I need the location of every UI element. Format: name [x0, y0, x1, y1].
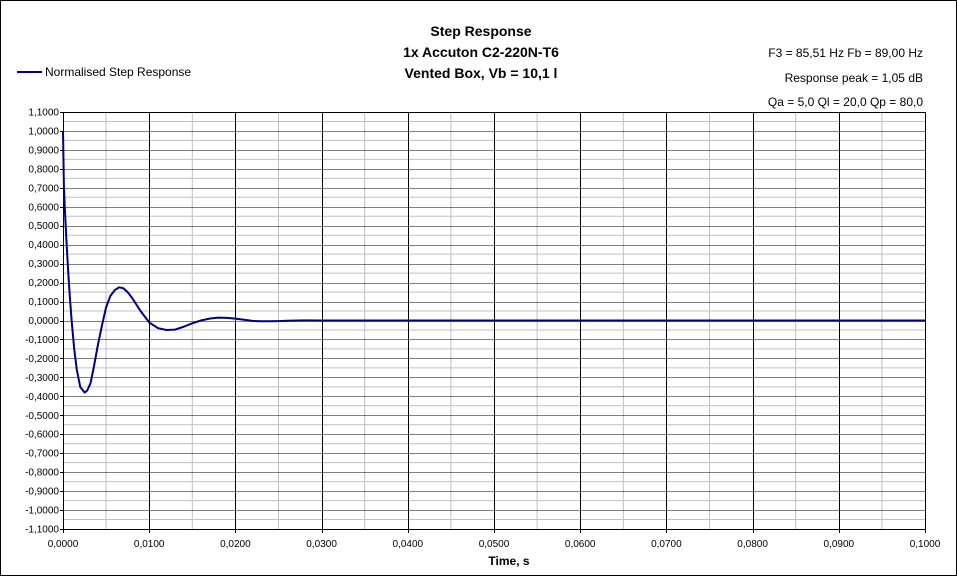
y-tick-label: 0,2000 [28, 278, 59, 289]
y-tick-label: 1,1000 [28, 108, 59, 119]
title-line-3: Vented Box, Vb = 10,1 l [404, 65, 558, 81]
x-tick-label: 0,0400 [393, 539, 424, 550]
x-tick-label: 0,0800 [737, 539, 768, 550]
x-tick-label: 0,0200 [220, 539, 251, 550]
x-tick-label: 0,0300 [306, 539, 337, 550]
y-tick-label: -0,2000 [25, 354, 59, 365]
x-tick-label: 0,0600 [565, 539, 596, 550]
legend: Normalised Step Response [17, 65, 191, 79]
title-line-1: Step Response [430, 23, 532, 39]
y-tick-label: 1,0000 [28, 126, 59, 137]
x-tick-label: 0,0900 [824, 539, 855, 550]
x-tick-label: 0,0500 [479, 539, 510, 550]
y-tick-label: 0,7000 [28, 183, 59, 194]
info-line-1: F3 = 85,51 Hz Fb = 89,00 Hz [768, 46, 923, 60]
title-line-2: 1x Accuton C2-220N-T6 [403, 44, 559, 60]
y-tick-label: -0,7000 [25, 449, 59, 460]
y-tick-label: -0,9000 [25, 487, 59, 498]
legend-line-swatch [17, 71, 42, 73]
y-tick-label: -0,4000 [25, 392, 59, 403]
y-tick-label: -0,1000 [25, 335, 59, 346]
series-line-normalised-step-response [62, 130, 925, 394]
info-line-2: Response peak = 1,05 dB [784, 70, 923, 85]
x-axis-label: Time, s [488, 554, 529, 568]
y-tick-label: -1,1000 [25, 525, 59, 536]
y-tick-label: 0,3000 [28, 259, 59, 270]
x-tick-label: 0,0100 [134, 539, 165, 550]
y-tick-label: 0,6000 [28, 202, 59, 213]
y-tick-label: 0,1000 [28, 297, 59, 308]
legend-label: Normalised Step Response [45, 65, 192, 79]
y-tick-label: -0,5000 [25, 411, 59, 422]
y-tick-label: 0,5000 [28, 221, 59, 232]
x-tick-label: 0,0700 [651, 539, 682, 550]
y-tick-label: 0,8000 [28, 164, 59, 175]
y-tick-label: -0,3000 [25, 373, 59, 384]
y-tick-label: -1,0000 [25, 506, 59, 517]
chart-title: Step Response 1x Accuton C2-220N-T6 Vent… [331, 21, 631, 84]
parameter-info: F3 = 85,51 Hz Fb = 89,00 Hz Response pea… [768, 41, 923, 115]
y-tick-label: -0,6000 [25, 430, 59, 441]
y-tick-label: 0,0000 [28, 316, 59, 327]
y-tick-label: 0,4000 [28, 240, 59, 251]
x-tick-label: 0,0000 [48, 539, 79, 550]
info-line-3: Qa = 5,0 Ql = 20,0 Qp = 80,0 [767, 95, 923, 109]
y-tick-label: 0,9000 [28, 145, 59, 156]
y-tick-label: -0,8000 [25, 468, 59, 479]
x-tick-label: 0,1000 [910, 539, 941, 550]
